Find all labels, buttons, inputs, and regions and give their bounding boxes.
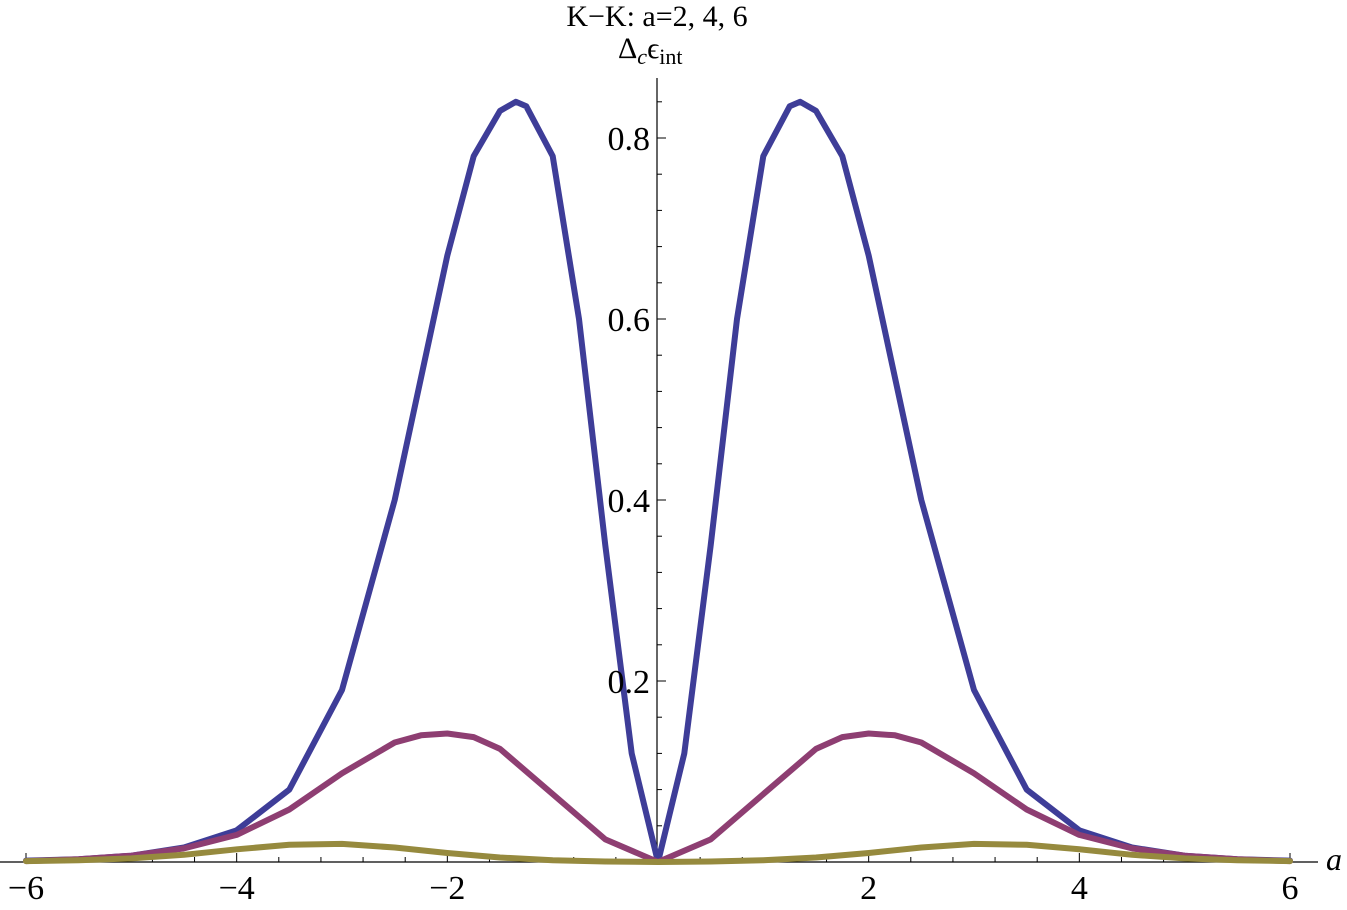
y-tick-label: 0.8 [608, 121, 651, 158]
x-tick-label: 6 [1282, 870, 1299, 907]
series-line-1 [23, 98, 1293, 865]
series-group [23, 98, 1293, 865]
series-line-3 [23, 840, 1293, 865]
x-tick-label: 2 [860, 870, 877, 907]
y-axis-label-base-sub: c [637, 44, 647, 69]
x-axis-label: a [1326, 841, 1342, 877]
y-axis-label-main-sub: int [659, 44, 682, 69]
y-axis-label: Δcϵint [618, 32, 682, 69]
x-tick-label: −6 [8, 870, 44, 907]
y-tick-label: 0.4 [608, 483, 651, 520]
y-axis-label-base: Δ [618, 32, 637, 65]
x-tick-label: −4 [219, 870, 255, 907]
y-axis-label-main: ϵ [647, 32, 659, 65]
x-tick-label: 4 [1071, 870, 1088, 907]
tick-labels: −6 −4 −2 2 4 6 0.2 0.4 0.6 0.8 [8, 121, 1299, 907]
chart-title: K−K: a=2, 4, 6 [566, 0, 747, 33]
axis-ticks [25, 101, 1291, 862]
x-tick-label: −2 [429, 870, 465, 907]
y-tick-label: 0.2 [608, 664, 651, 701]
y-tick-label: 0.6 [608, 302, 651, 339]
series-line-2 [23, 730, 1293, 865]
